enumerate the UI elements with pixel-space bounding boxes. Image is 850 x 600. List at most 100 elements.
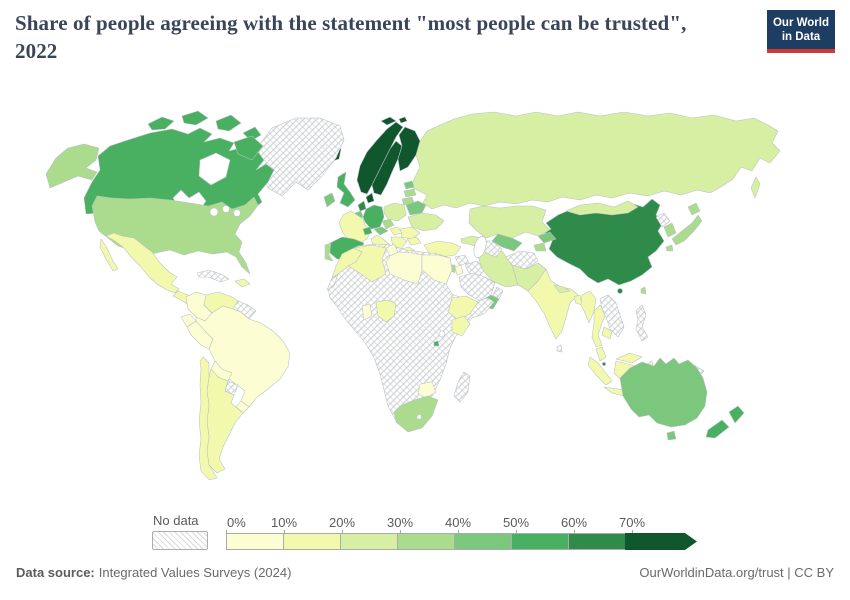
country-myanmar[interactable] (580, 290, 597, 324)
caspian-sea (473, 236, 487, 258)
legend-swatch-0-10[interactable] (226, 533, 284, 550)
country-chile[interactable] (198, 356, 218, 481)
legend-swatch-30-40[interactable] (397, 533, 455, 550)
world-map-svg (45, 110, 781, 481)
data-source: Data source: Integrated Values Surveys (2… (16, 563, 291, 583)
country-iraq[interactable] (464, 260, 486, 278)
country-belarus[interactable] (405, 200, 427, 216)
tick-label-30: 30% (386, 515, 414, 530)
country-kenya[interactable] (451, 315, 471, 337)
legend-swatch-70-plus[interactable] (625, 533, 697, 550)
country-greenland[interactable] (257, 117, 345, 197)
country-malaysia[interactable] (595, 346, 643, 364)
legend-swatch-40-50[interactable] (454, 533, 512, 550)
legend-tickmark (284, 530, 285, 534)
legend-segments (226, 533, 706, 550)
great-lakes (233, 209, 241, 217)
country-denmark[interactable] (365, 192, 375, 204)
country-mexico[interactable] (99, 232, 180, 294)
great-lakes (222, 205, 230, 213)
country-vietnam-laos[interactable] (599, 294, 625, 338)
country-romania[interactable] (399, 226, 421, 240)
country-oman[interactable] (492, 286, 504, 300)
country-ethiopia[interactable] (447, 295, 479, 321)
map-legend: No data 0% 10% 20% 30% 40% 50% 60% 70% (152, 513, 706, 550)
header: Share of people agreeing with the statem… (15, 10, 835, 65)
legend-swatch-60-70[interactable] (568, 533, 626, 550)
country-taiwan[interactable] (640, 286, 647, 295)
country-egypt[interactable] (421, 254, 453, 285)
no-data-label: No data (153, 513, 199, 528)
country-western-sahara[interactable] (326, 273, 339, 291)
credit-link[interactable]: OurWorldinData.org/trust | CC BY (639, 565, 834, 580)
country-north-korea[interactable] (655, 212, 671, 228)
owid-logo[interactable]: Our World in Data (767, 10, 835, 53)
region-africa-no-data[interactable] (327, 243, 495, 427)
country-bulgaria[interactable] (406, 236, 422, 246)
country-netherlands[interactable] (357, 200, 367, 212)
tick-label-20: 20% (328, 515, 356, 530)
country-latvia[interactable] (403, 188, 417, 198)
country-japan[interactable] (665, 202, 703, 252)
country-new-zealand[interactable] (705, 405, 745, 439)
country-jordan[interactable] (454, 264, 464, 276)
legend-tickmark (632, 530, 633, 534)
country-france[interactable] (338, 210, 372, 244)
country-nigeria[interactable] (375, 299, 397, 323)
logo-line1: Our World (772, 17, 829, 29)
legend-no-data[interactable]: No data (152, 513, 208, 550)
country-lesotho[interactable] (416, 414, 422, 420)
country-ukraine[interactable] (407, 212, 445, 232)
country-nepal[interactable] (553, 284, 571, 294)
country-madagascar[interactable] (453, 371, 471, 403)
country-kyrgyzstan[interactable] (537, 231, 557, 244)
country-kazakhstan[interactable] (468, 205, 551, 239)
legend-tickmark (400, 530, 401, 534)
country-singapore[interactable] (602, 362, 606, 366)
legend-swatch-50-60[interactable] (511, 533, 569, 550)
country-rwanda[interactable] (433, 340, 440, 347)
country-switzerland[interactable] (362, 226, 373, 236)
country-united-kingdom[interactable] (336, 171, 356, 208)
country-philippines[interactable] (635, 304, 649, 342)
country-south-africa[interactable] (393, 395, 439, 433)
country-syria[interactable] (454, 254, 470, 266)
country-ireland[interactable] (323, 192, 336, 208)
country-estonia[interactable] (403, 180, 415, 190)
country-canada[interactable] (83, 110, 275, 216)
country-sri-lanka[interactable] (556, 344, 563, 353)
country-zimbabwe[interactable] (417, 381, 437, 399)
country-china-hainan[interactable] (617, 288, 623, 294)
tick-label-10: 10% (270, 515, 298, 530)
country-tajikistan[interactable] (533, 242, 547, 252)
country-poland[interactable] (383, 202, 407, 222)
country-mongolia[interactable] (565, 200, 639, 216)
tick-label-0: 0% (227, 515, 246, 530)
country-svalbard[interactable] (380, 116, 408, 126)
legend-swatch-10-20[interactable] (283, 533, 341, 550)
country-austria[interactable] (373, 226, 389, 236)
country-cuba[interactable] (196, 269, 230, 283)
country-bangladesh[interactable] (573, 294, 583, 306)
country-portugal[interactable] (324, 242, 334, 262)
country-hungary[interactable] (389, 226, 403, 236)
legend-ticks: 0% 10% 20% 30% 40% 50% 60% 70% (226, 515, 706, 534)
country-ghana[interactable] (361, 303, 373, 321)
country-germany[interactable] (362, 204, 385, 230)
footer: Data source: Integrated Values Surveys (2… (0, 563, 850, 583)
legend-tickmark (516, 530, 517, 534)
hudson-bay (198, 152, 231, 186)
country-australia[interactable] (619, 357, 708, 441)
country-algeria[interactable] (347, 244, 387, 283)
lake-victoria (438, 330, 446, 338)
country-czechia[interactable] (381, 218, 395, 230)
tick-label-50: 50% (502, 515, 530, 530)
country-libya[interactable] (385, 251, 423, 285)
country-dominican-republic[interactable] (234, 278, 251, 288)
country-russia[interactable] (410, 111, 781, 210)
no-data-swatch[interactable] (152, 531, 208, 550)
legend-swatch-20-30[interactable] (340, 533, 398, 550)
country-finland[interactable] (397, 126, 421, 172)
country-south-korea[interactable] (663, 222, 677, 238)
country-cambodia[interactable] (601, 326, 613, 340)
